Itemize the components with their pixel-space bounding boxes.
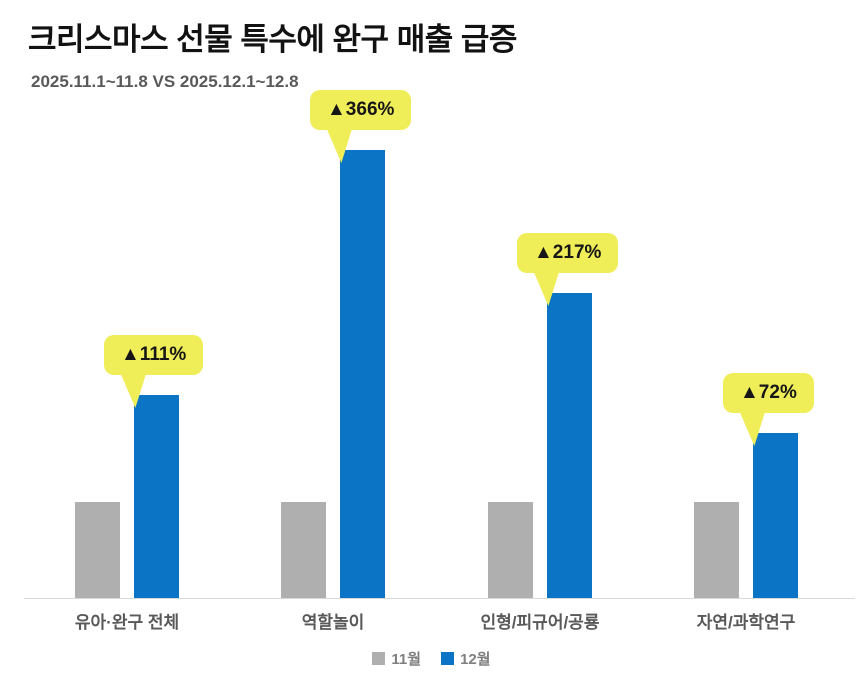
chart-subtitle: 2025.11.1~11.8 VS 2025.12.1~12.8: [31, 72, 299, 91]
x-axis-labels: 유아·완구 전체 역할놀이 인형/피규어/공룡 자연/과학연구: [24, 608, 849, 636]
legend-label-nov: 11월: [391, 651, 422, 668]
chart-title: 크리스마스 선물 특수에 완구 매출 급증: [28, 22, 517, 57]
x-label-3: 자연/과학연구: [696, 613, 796, 632]
bar-dec-3: [753, 433, 798, 598]
x-label-2: 인형/피규어/공룡: [480, 613, 600, 632]
callout-annotation-3: ▲72%: [723, 373, 814, 413]
callout-annotation-1: ▲366%: [310, 90, 412, 130]
legend-marker-nov: [372, 652, 386, 665]
bar-dec-1: [340, 150, 385, 598]
legend-marker-dec: [441, 652, 455, 665]
bar-dec-2: [547, 293, 592, 598]
plot-area: ▲111% ▲366% ▲217% ▲72%: [24, 90, 855, 599]
bar-nov-0: [75, 502, 120, 598]
callout-annotation-0: ▲111%: [104, 335, 204, 375]
legend: 11월 12월: [0, 648, 863, 669]
chart-header: 크리스마스 선물 특수에 완구 매출 급증 2025.11.1~11.8 VS …: [28, 14, 838, 92]
legend-item-dec: 12월: [441, 648, 491, 669]
bar-dec-0: [134, 395, 179, 598]
callout-annotation-2: ▲217%: [517, 233, 619, 273]
legend-label-dec: 12월: [460, 651, 491, 668]
bar-nov-1: [281, 502, 326, 598]
bar-nov-3: [694, 502, 739, 598]
x-label-1: 역할놀이: [301, 613, 365, 632]
x-label-0: 유아·완구 전체: [74, 613, 180, 632]
legend-item-nov: 11월: [372, 648, 421, 669]
bar-nov-2: [488, 502, 533, 598]
x-axis-line: [24, 598, 855, 599]
